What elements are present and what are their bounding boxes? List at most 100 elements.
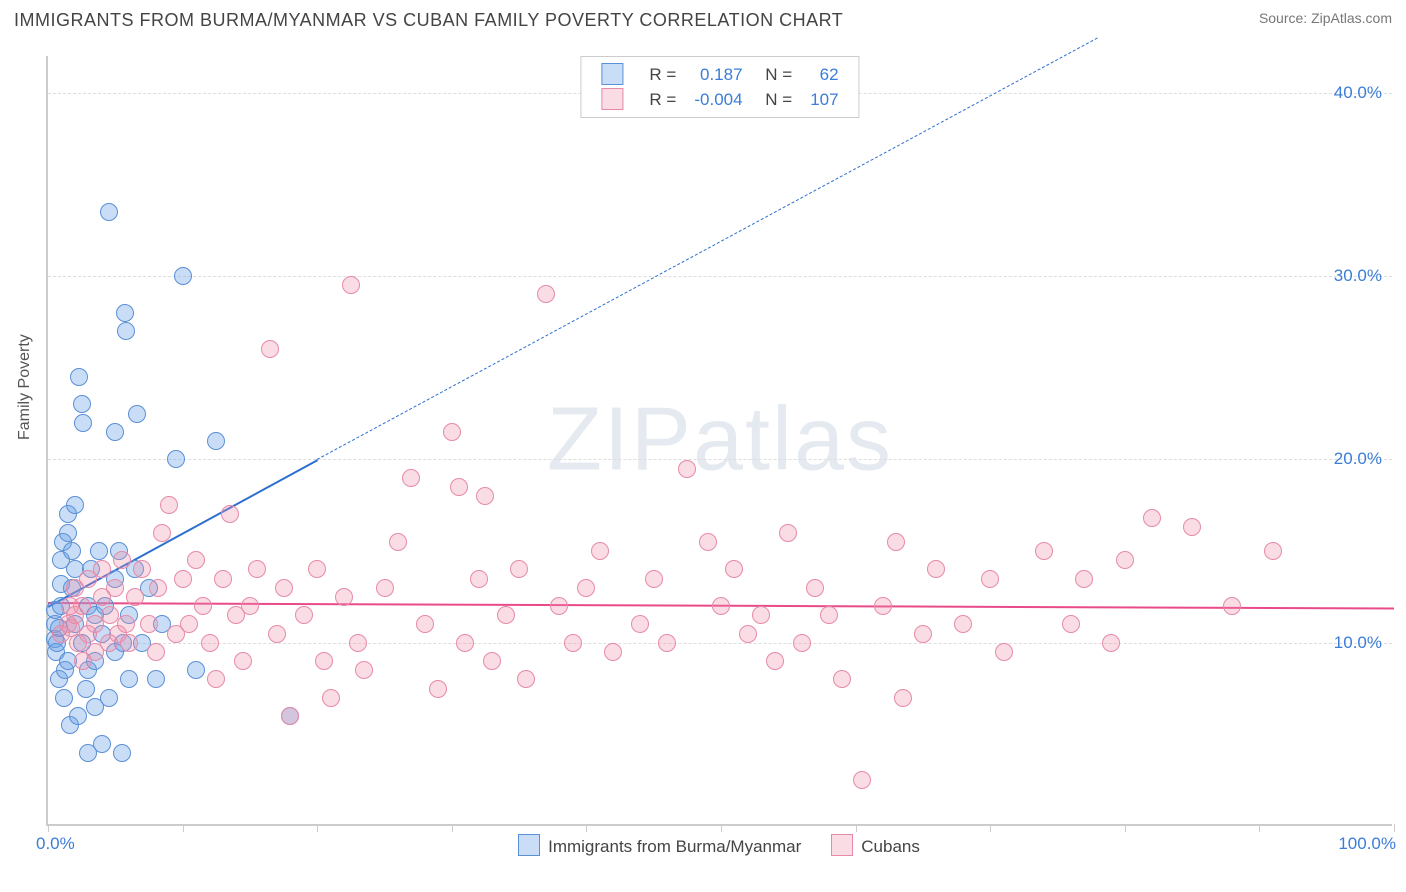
y-tick-label: 20.0% [1334,449,1382,469]
data-point [174,570,192,588]
data-point [389,533,407,551]
data-point [995,643,1013,661]
data-point [766,652,784,670]
data-point [658,634,676,652]
data-point [113,744,131,762]
data-point [207,432,225,450]
data-point [342,276,360,294]
gridline [48,643,1392,644]
data-point [187,661,205,679]
y-tick-label: 40.0% [1334,83,1382,103]
data-point [1102,634,1120,652]
data-point [1143,509,1161,527]
swatch-cubans [601,88,623,110]
data-point [537,285,555,303]
data-point [678,460,696,478]
data-point [106,423,124,441]
data-point [73,395,91,413]
data-point [149,579,167,597]
data-point [429,680,447,698]
data-point [140,615,158,633]
data-point [1062,615,1080,633]
data-point [577,579,595,597]
data-point [402,469,420,487]
data-point [806,579,824,597]
data-point [779,524,797,542]
data-point [174,267,192,285]
data-point [712,597,730,615]
watermark: ZIPatlas [547,389,893,492]
data-point [894,689,912,707]
data-point [376,579,394,597]
data-point [349,634,367,652]
source-label: Source: ZipAtlas.com [1259,10,1392,26]
data-point [187,551,205,569]
x-tick [1125,824,1126,832]
data-point [1223,597,1241,615]
data-point [147,643,165,661]
data-point [470,570,488,588]
correlation-legend: R = 0.187 N = 62 R = -0.004 N = 107 [580,56,859,118]
data-point [120,634,138,652]
data-point [416,615,434,633]
data-point [133,560,151,578]
data-point [739,625,757,643]
data-point [120,670,138,688]
data-point [295,606,313,624]
data-point [69,707,87,725]
data-point [833,670,851,688]
data-point [93,735,111,753]
data-point [55,689,73,707]
data-point [853,771,871,789]
data-point [914,625,932,643]
data-point [90,542,108,560]
data-point [450,478,468,496]
data-point [160,496,178,514]
data-point [117,615,135,633]
data-point [234,652,252,670]
data-point [591,542,609,560]
data-point [275,579,293,597]
data-point [981,570,999,588]
data-point [201,634,219,652]
data-point [221,505,239,523]
data-point [207,670,225,688]
data-point [1035,542,1053,560]
x-tick [48,824,49,832]
data-point [153,524,171,542]
data-point [281,707,299,725]
data-point [147,670,165,688]
data-point [248,560,266,578]
legend-item-cubans: Cubans [831,834,920,857]
data-point [214,570,232,588]
data-point [355,661,373,679]
data-point [116,304,134,322]
data-point [874,597,892,615]
data-point [793,634,811,652]
data-point [70,368,88,386]
swatch-burma-icon [518,834,540,856]
data-point [1116,551,1134,569]
data-point [113,551,131,569]
data-point [106,579,124,597]
data-point [322,689,340,707]
data-point [180,615,198,633]
data-point [117,322,135,340]
data-point [63,542,81,560]
data-point [73,597,91,615]
x-tick [856,824,857,832]
x-tick [452,824,453,832]
data-point [74,414,92,432]
data-point [631,615,649,633]
data-point [550,597,568,615]
data-point [241,597,259,615]
data-point [517,670,535,688]
data-point [820,606,838,624]
gridline [48,276,1392,277]
y-tick-label: 10.0% [1334,633,1382,653]
data-point [308,560,326,578]
data-point [725,560,743,578]
data-point [752,606,770,624]
x-max-label: 100.0% [1338,834,1396,854]
data-point [483,652,501,670]
